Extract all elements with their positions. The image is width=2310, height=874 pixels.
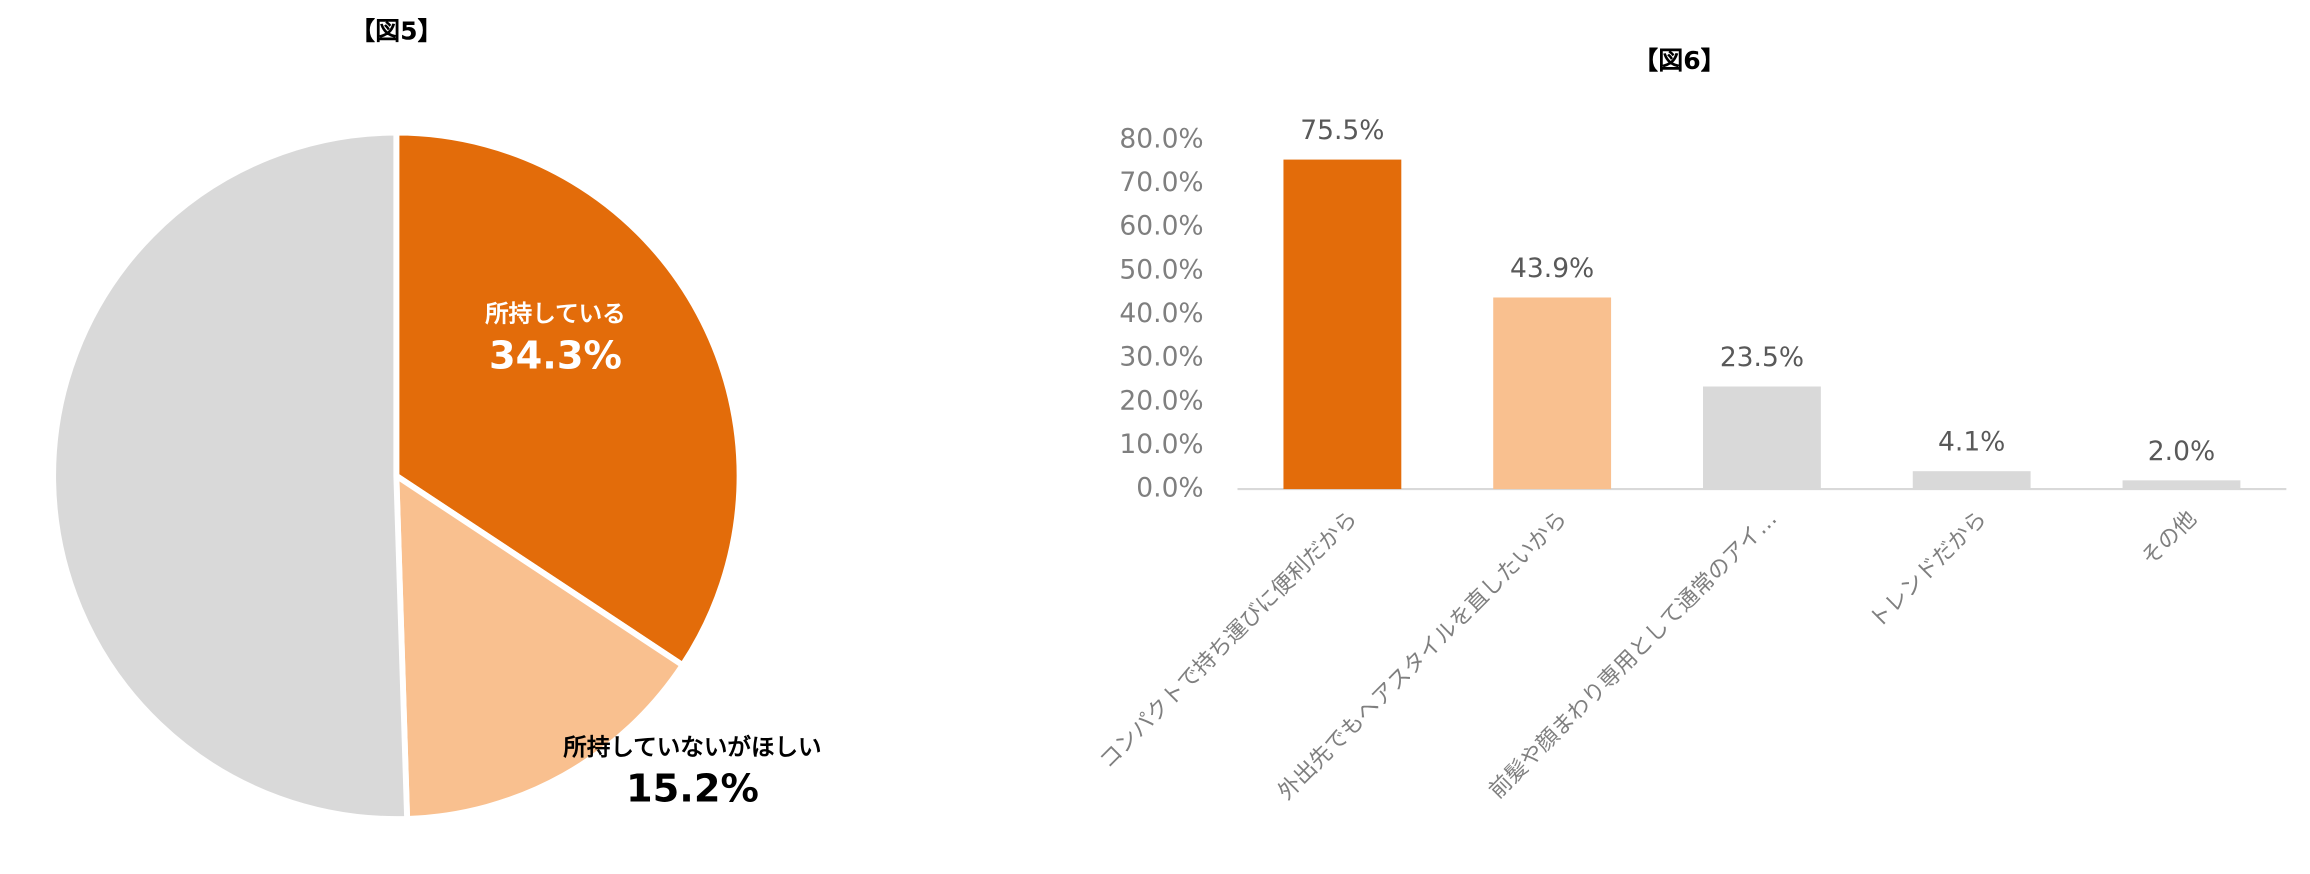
y-tick-label: 40.0% xyxy=(1119,298,1203,329)
y-tick-label: 30.0% xyxy=(1119,342,1203,373)
pie-title: 【図5】 xyxy=(350,16,443,45)
value-label: 2.0% xyxy=(2148,436,2215,467)
bar xyxy=(2122,480,2241,490)
bar xyxy=(1283,159,1402,490)
y-tick-label: 80.0% xyxy=(1119,123,1203,154)
y-tick-label: 20.0% xyxy=(1119,385,1203,416)
pie-slice xyxy=(50,129,411,822)
y-tick-label: 50.0% xyxy=(1119,254,1203,285)
x-tick-label: その他 xyxy=(2137,506,2202,571)
x-tick-label: コンパクトで持ち運びに便利だから xyxy=(1094,506,1362,774)
x-tick-label: トレンドだから xyxy=(1864,506,1992,634)
value-label: 43.9% xyxy=(1510,253,1594,284)
bar-title: 【図6】 xyxy=(1633,46,1726,75)
value-label: 23.5% xyxy=(1720,342,1804,373)
y-tick-label: 70.0% xyxy=(1119,167,1203,198)
slice-label: 所持している xyxy=(485,300,626,328)
bar xyxy=(1702,386,1821,490)
value-label: 75.5% xyxy=(1300,115,1384,146)
bar xyxy=(1493,297,1612,490)
slice-value: 15.2% xyxy=(626,767,759,812)
bar xyxy=(1912,471,2031,490)
slice-label: 所持していないがほしい xyxy=(563,733,821,761)
y-tick-label: 60.0% xyxy=(1119,211,1203,242)
value-label: 4.1% xyxy=(1938,427,2005,458)
y-tick-label: 0.0% xyxy=(1136,473,1203,504)
slice-value: 34.3% xyxy=(489,333,622,378)
y-tick-label: 10.0% xyxy=(1119,429,1203,460)
pie-slice xyxy=(393,470,687,822)
